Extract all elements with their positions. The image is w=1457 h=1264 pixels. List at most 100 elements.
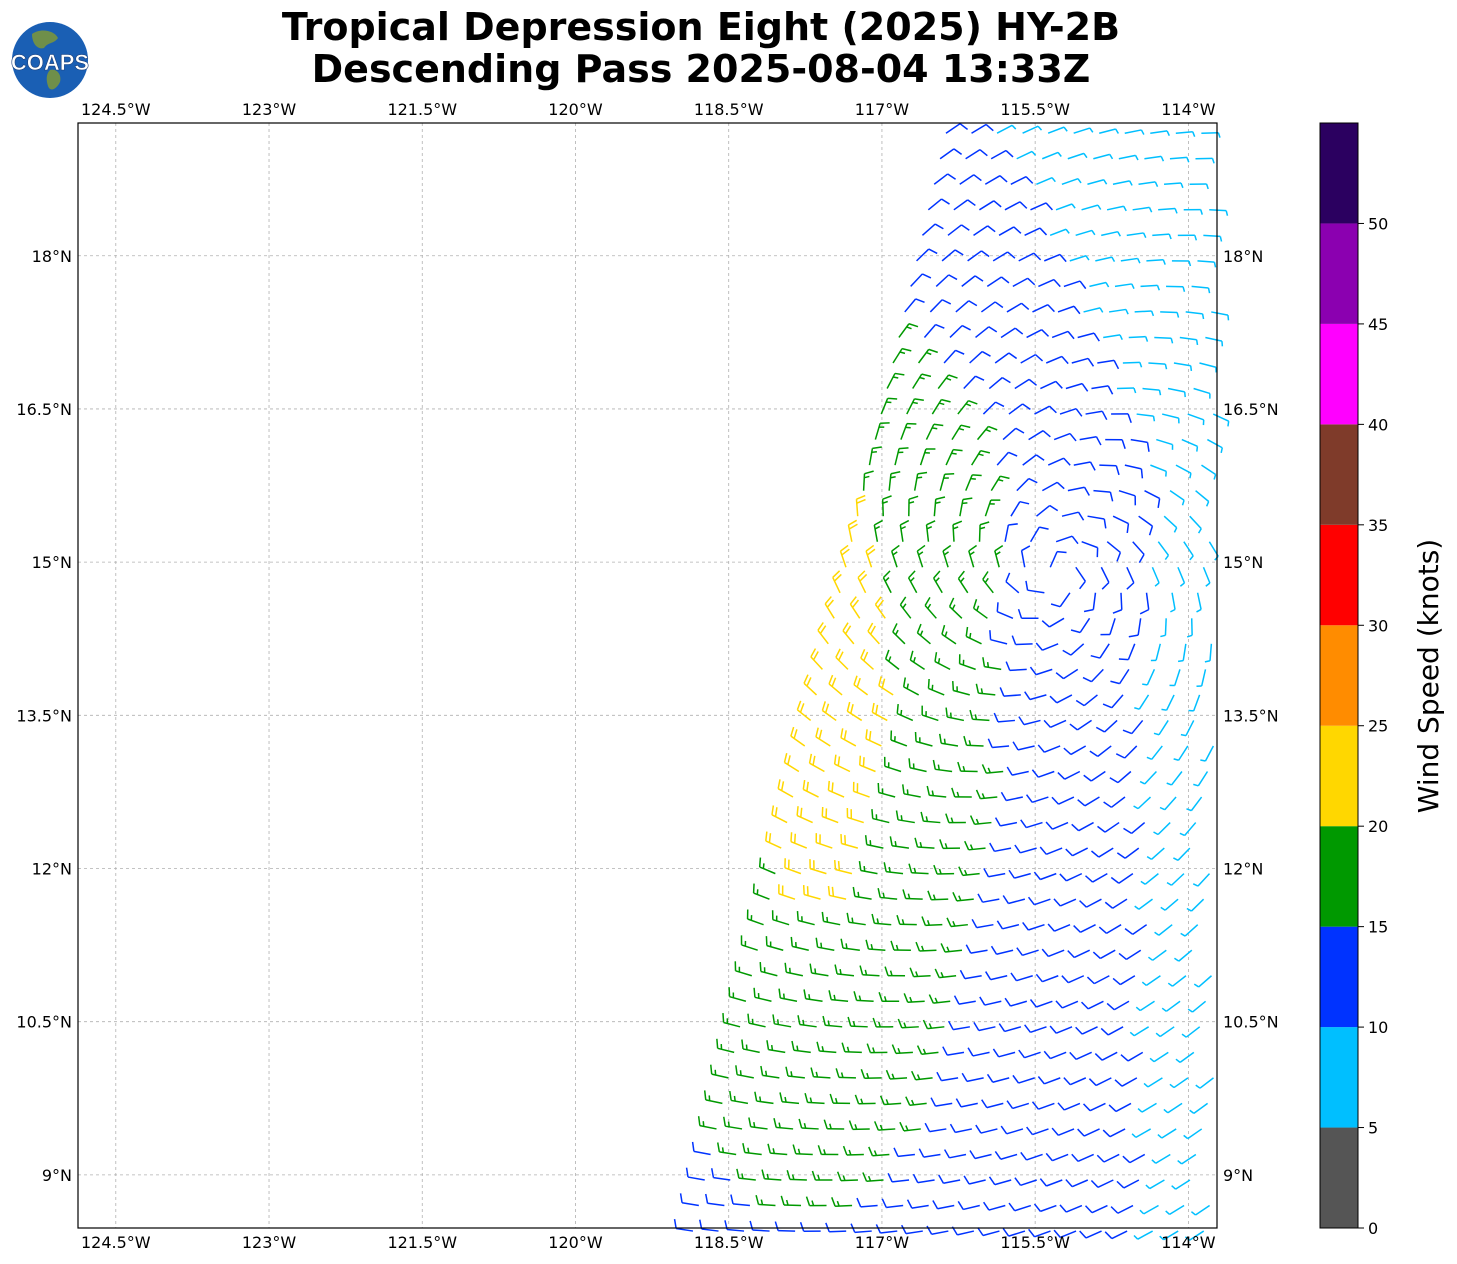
wind-barb xyxy=(785,1066,805,1079)
wind-barb xyxy=(1008,869,1031,879)
wind-barb xyxy=(728,987,747,1003)
wind-barb xyxy=(971,918,994,929)
wind-barb xyxy=(847,1016,868,1028)
wind-barb xyxy=(717,1142,737,1156)
wind-barb xyxy=(969,350,991,364)
wind-barb xyxy=(821,911,841,926)
wind-barb xyxy=(1085,872,1108,883)
wind-barb xyxy=(752,883,770,900)
wind-barb xyxy=(1075,694,1098,707)
wind-barb xyxy=(1063,1077,1087,1086)
wind-barb xyxy=(1191,285,1211,294)
wind-barb xyxy=(778,884,796,900)
wind-barb xyxy=(998,1023,1022,1033)
wind-barb xyxy=(821,701,837,722)
wind-barb xyxy=(1059,407,1083,417)
wind-barb xyxy=(1123,821,1146,835)
wind-barb xyxy=(927,890,949,901)
wind-barb xyxy=(1099,128,1120,134)
wind-barb xyxy=(1087,515,1107,529)
wind-barb xyxy=(1204,643,1213,663)
wind-barb xyxy=(1004,201,1028,211)
lon-label-bottom: 117°W xyxy=(855,1233,910,1252)
colorbar-bin xyxy=(1320,1127,1358,1228)
wind-barb xyxy=(1163,1102,1183,1114)
wind-barb xyxy=(778,988,798,1003)
wind-barb xyxy=(799,1221,821,1232)
lat-label-right: 18°N xyxy=(1223,247,1263,266)
colorbar-bin xyxy=(1320,826,1358,927)
wind-barb xyxy=(946,917,968,928)
lat-label-right: 16.5°N xyxy=(1223,400,1279,419)
wind-barb xyxy=(931,398,951,415)
wind-barb xyxy=(924,1122,947,1133)
wind-barb xyxy=(1124,464,1144,479)
wind-barb xyxy=(1132,206,1153,213)
wind-barb xyxy=(697,1116,717,1130)
wind-barb xyxy=(1095,719,1118,733)
wind-barb xyxy=(736,1168,756,1181)
wind-barb xyxy=(1154,924,1173,936)
wind-barb xyxy=(833,859,853,875)
wind-barb xyxy=(934,968,957,979)
wind-barb xyxy=(1150,464,1167,477)
wind-barb xyxy=(877,782,896,798)
wind-barb xyxy=(817,622,829,645)
wind-barb xyxy=(938,1174,961,1185)
wind-barb xyxy=(724,1220,745,1232)
wind-barb xyxy=(1038,278,1061,288)
wind-barb xyxy=(923,323,945,338)
wind-barb xyxy=(1022,921,1045,931)
wind-barb xyxy=(1195,1077,1214,1089)
wind-barb xyxy=(840,938,860,951)
wind-barb xyxy=(1088,1077,1112,1087)
wind-barb xyxy=(1099,464,1120,476)
wind-barb xyxy=(1055,535,1079,545)
wind-barb xyxy=(896,704,914,722)
wind-barb xyxy=(1102,694,1124,709)
wind-barb xyxy=(1089,745,1112,758)
wind-barb xyxy=(1039,846,1063,855)
wind-barb xyxy=(1029,526,1049,543)
wind-barb xyxy=(993,712,1016,723)
wind-barb xyxy=(884,649,900,670)
wind-barb xyxy=(1212,413,1230,427)
wind-barb xyxy=(1067,486,1090,496)
wind-barb xyxy=(846,912,866,926)
wind-barb xyxy=(1101,230,1122,237)
wind-barb xyxy=(1157,1128,1177,1139)
wind-barb xyxy=(784,962,804,977)
wind-barb xyxy=(978,521,990,542)
wind-barb xyxy=(1047,457,1071,466)
wind-barb xyxy=(852,781,870,798)
wind-barb xyxy=(673,1218,694,1232)
wind-barb xyxy=(1128,618,1142,638)
wind-barb xyxy=(958,654,976,671)
wind-barb xyxy=(1073,127,1094,134)
wind-barb xyxy=(927,198,950,211)
lat-label-right: 9°N xyxy=(1223,1166,1253,1185)
wind-barb xyxy=(969,815,992,825)
wind-barb xyxy=(1027,896,1051,906)
wind-barb xyxy=(1024,227,1048,237)
wind-barb xyxy=(767,1143,788,1156)
wind-barb xyxy=(1008,403,1031,415)
wind-barb xyxy=(1114,1077,1138,1087)
wind-barb xyxy=(883,756,902,773)
wind-barb xyxy=(965,944,988,954)
wind-barb xyxy=(1103,796,1126,808)
wind-barb xyxy=(1094,1051,1118,1061)
wind-barb xyxy=(927,678,945,696)
colorbar-label: Wind Speed (knots) xyxy=(1412,539,1445,813)
wind-barb xyxy=(909,650,925,670)
wind-barb xyxy=(1183,541,1194,561)
wind-barb xyxy=(1196,592,1202,613)
lon-label-bottom: 120°W xyxy=(548,1233,603,1252)
wind-barb xyxy=(967,1047,990,1057)
wind-barb xyxy=(949,324,971,339)
lat-label-right: 12°N xyxy=(1223,860,1263,879)
map-frame xyxy=(77,122,1218,1229)
wind-barb xyxy=(773,1117,794,1130)
wind-barb xyxy=(1018,716,1041,726)
wind-barb xyxy=(860,1068,882,1079)
